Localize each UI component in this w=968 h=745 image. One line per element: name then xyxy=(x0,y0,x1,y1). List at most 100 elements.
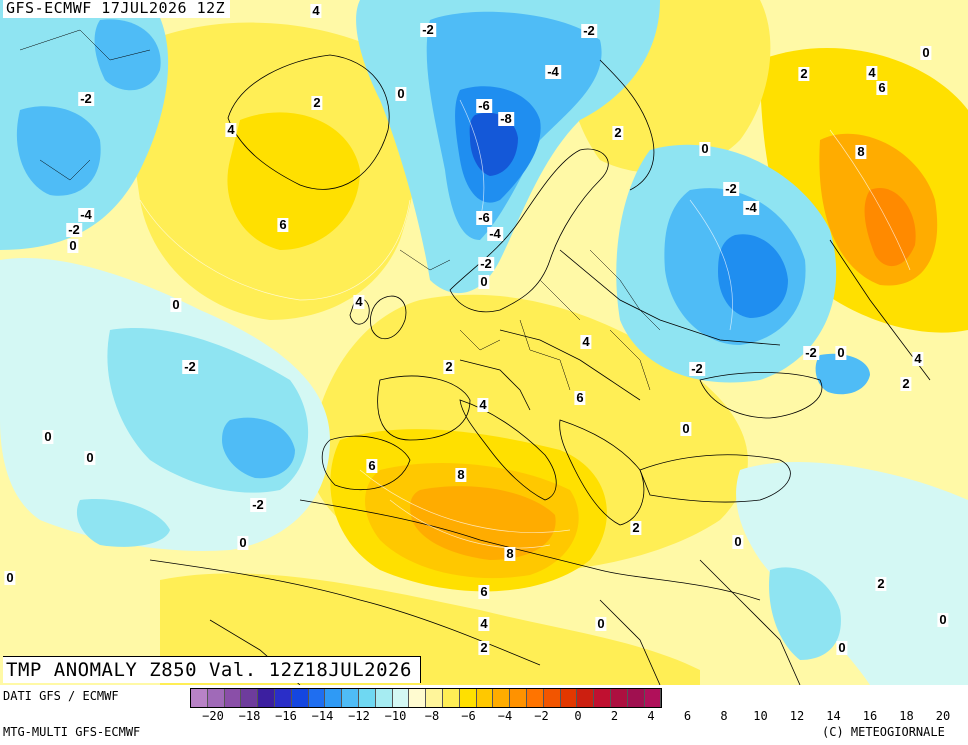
contour-label: 0 xyxy=(836,640,848,655)
contour-label: 0 xyxy=(937,612,949,627)
contour-label: 4 xyxy=(478,616,490,631)
scale-tick-label: 2 xyxy=(610,709,619,723)
contour-label: 2 xyxy=(478,640,490,655)
map-fields xyxy=(0,0,968,685)
cool-region-canada-north xyxy=(94,19,161,91)
contour-label: 0 xyxy=(4,570,16,585)
cool-region-scandinavia-peak xyxy=(469,112,518,176)
contour-label: 4 xyxy=(912,351,924,366)
scale-swatch xyxy=(392,689,410,707)
contour-label: 0 xyxy=(84,450,96,465)
scale-swatch xyxy=(207,689,225,707)
contour-label: 8 xyxy=(855,144,867,159)
scale-tick-label: 0 xyxy=(574,709,582,723)
contour-label: 2 xyxy=(443,359,455,374)
contour-label: -2 xyxy=(723,181,739,196)
scale-swatch xyxy=(325,689,343,707)
scale-tick-label: 20 xyxy=(935,709,951,723)
contour-label: 0 xyxy=(732,534,744,549)
scale-swatch xyxy=(644,689,662,707)
scale-tick-label: −20 xyxy=(202,709,224,723)
contour-label: 6 xyxy=(277,217,289,232)
contour-label: -2 xyxy=(420,22,436,37)
scale-swatch xyxy=(342,689,359,707)
contour-label: 2 xyxy=(875,576,887,591)
scale-swatch xyxy=(493,689,511,707)
contour-label: -2 xyxy=(182,359,198,374)
contour-label: 4 xyxy=(310,3,322,18)
contour-label: 4 xyxy=(477,397,489,412)
contour-label: 0 xyxy=(835,345,847,360)
contour-label: 0 xyxy=(395,86,407,101)
cool-region-atlantic-sw xyxy=(76,499,170,547)
scale-swatch xyxy=(442,689,460,707)
scale-swatch xyxy=(258,689,275,707)
color-scale xyxy=(190,688,663,708)
contour-label: -4 xyxy=(743,200,759,215)
contour-label: 0 xyxy=(42,429,54,444)
model-run-header: GFS-ECMWF 17JUL2026 12Z xyxy=(3,0,231,18)
contour-label: 0 xyxy=(67,238,79,253)
scale-swatch xyxy=(510,689,527,707)
contour-label: 0 xyxy=(699,141,711,156)
contour-label: 0 xyxy=(237,535,249,550)
contour-label: -6 xyxy=(476,98,492,113)
contour-label: -2 xyxy=(689,361,705,376)
scale-swatch xyxy=(594,689,611,707)
cool-region-caspian xyxy=(815,353,870,395)
contour-label: 4 xyxy=(580,334,592,349)
contour-label: 0 xyxy=(920,45,932,60)
scale-tick-label: −4 xyxy=(497,709,513,723)
contour-label: 2 xyxy=(630,520,642,535)
scale-tick-label: 16 xyxy=(862,709,878,723)
contour-label: 0 xyxy=(595,616,607,631)
scale-tick-label: −12 xyxy=(348,709,370,723)
contour-label: 0 xyxy=(478,274,490,289)
scale-swatch xyxy=(241,689,259,707)
contour-label: 0 xyxy=(680,421,692,436)
cool-region-russia-core xyxy=(718,234,788,318)
scale-swatch xyxy=(543,689,561,707)
scale-tick-label: 4 xyxy=(647,709,655,723)
country-borders xyxy=(19,29,661,391)
product-title: TMP ANOMALY Z850 Val. 12Z18JUL2026 xyxy=(3,656,421,683)
cool-region-levant xyxy=(769,567,841,660)
scale-tick-label: −16 xyxy=(275,709,297,723)
cool-region-middle-east xyxy=(736,461,968,685)
contour-label: 4 xyxy=(225,122,237,137)
contour-label: 6 xyxy=(366,458,378,473)
scale-swatch xyxy=(560,689,578,707)
scale-swatch xyxy=(224,689,242,707)
contour-label: -2 xyxy=(78,91,94,106)
scale-swatch xyxy=(358,689,376,707)
scale-tick-label: −18 xyxy=(238,709,261,723)
contour-label: -2 xyxy=(803,345,819,360)
contour-label: 2 xyxy=(612,125,624,140)
scale-tick-label: −10 xyxy=(384,709,407,723)
contour-label: 8 xyxy=(455,467,467,482)
anomaly-map: 4 -2 -2 0 -4 2 4 6 -2 0 2 -6 -8 4 2 0 8 -2 -4 -4 -6 6 -2 -4 0 -2 0… xyxy=(0,0,968,685)
legend-credit: (C) METEOGIORNALE xyxy=(822,725,945,739)
scale-swatch xyxy=(610,689,628,707)
cool-region-atlantic-west-core xyxy=(222,417,295,479)
contour-label: -4 xyxy=(545,64,561,79)
legend-source: DATI GFS / ECMWF xyxy=(3,689,119,703)
scale-swatch xyxy=(577,689,595,707)
scale-swatch xyxy=(476,689,494,707)
scale-tick-label: 14 xyxy=(826,709,841,723)
scale-tick-label: 8 xyxy=(720,709,728,723)
contour-label: -4 xyxy=(78,207,94,222)
scale-swatch xyxy=(308,689,326,707)
contour-label: 6 xyxy=(574,390,586,405)
warm-region-atlantic-core xyxy=(227,112,360,250)
contour-label: 0 xyxy=(170,297,182,312)
scale-swatch xyxy=(627,689,645,707)
legend-product: MTG-MULTI GFS-ECMWF xyxy=(3,725,141,739)
contour-label: 2 xyxy=(798,66,810,81)
scale-swatch xyxy=(459,689,477,707)
scale-tick-label: 18 xyxy=(899,709,914,723)
scale-tick-label: −2 xyxy=(534,709,549,723)
contour-label: -2 xyxy=(478,256,494,271)
warm-region-east-peak xyxy=(864,188,916,267)
contour-label: -4 xyxy=(487,226,503,241)
